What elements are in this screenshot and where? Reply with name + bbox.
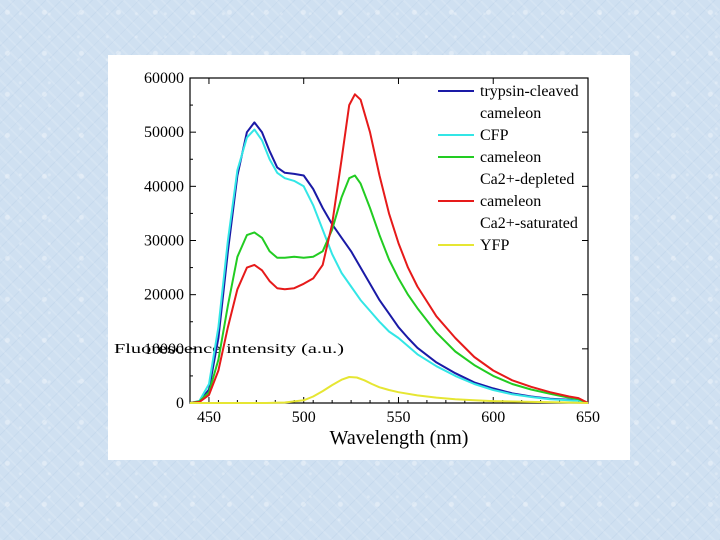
legend-label-1: cameleon xyxy=(480,105,541,122)
x-tick-label: 550 xyxy=(386,409,410,426)
y-axis-title: Fluorescence intensity (a.u.) xyxy=(114,342,344,357)
x-axis-title: Wavelength (nm) xyxy=(330,427,469,449)
y-tick-label: 30000 xyxy=(144,233,184,250)
legend-label-4: cameleon xyxy=(480,193,541,210)
x-tick-label: 650 xyxy=(576,409,600,426)
legend-label-3: cameleon xyxy=(480,149,541,166)
y-tick-label: 0 xyxy=(176,395,184,412)
series-line-3 xyxy=(189,174,589,404)
y-tick-label: 40000 xyxy=(144,178,184,195)
chart-canvas: 0 10000 20000 30000 40000 50000 60000 450 500 550… xyxy=(114,70,600,449)
series-line-2 xyxy=(189,128,589,404)
legend-label-1: trypsin-cleaved xyxy=(480,83,579,100)
x-tick-label: 450 xyxy=(197,409,221,426)
chart-figure: 0 10000 20000 30000 40000 50000 60000 450 500 550… xyxy=(108,55,630,460)
legend-label-3: Ca2+-depleted xyxy=(480,171,574,188)
series-line-1 xyxy=(189,121,589,404)
x-tick-label: 500 xyxy=(292,409,316,426)
series-line-5 xyxy=(190,376,589,404)
legend-label-2: CFP xyxy=(480,127,509,144)
y-tick-label: 20000 xyxy=(144,287,184,304)
legend-label-5: YFP xyxy=(480,237,509,254)
y-tick-label: 50000 xyxy=(144,124,184,141)
y-tick-label: 10000 xyxy=(144,341,184,358)
legend-label-4: Ca2+-saturated xyxy=(480,215,578,232)
series-line-4 xyxy=(189,93,589,404)
x-tick-label: 600 xyxy=(481,409,505,426)
y-tick-label: 60000 xyxy=(144,70,184,87)
